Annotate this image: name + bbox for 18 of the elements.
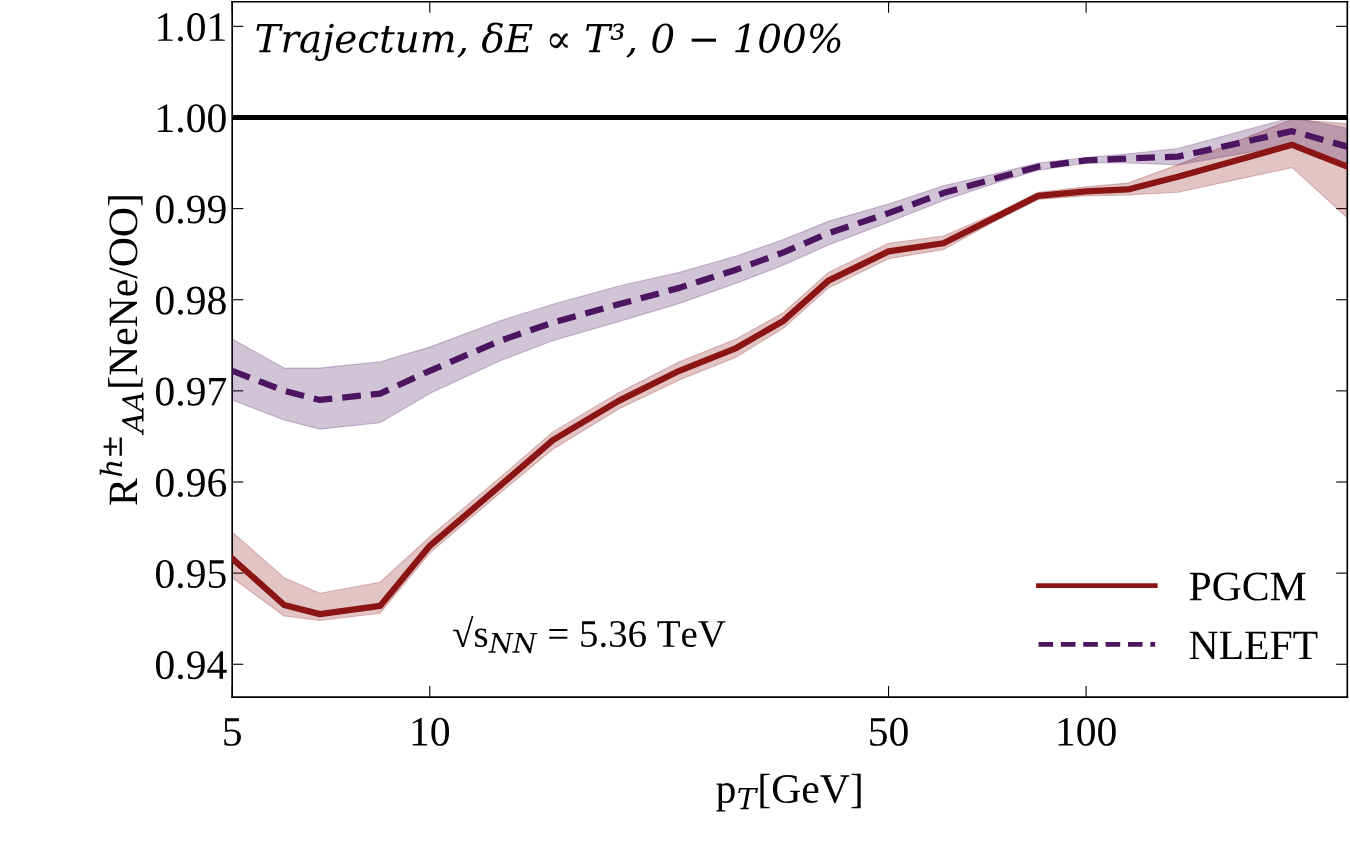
x-tick-label: 5 [224, 718, 241, 746]
y-tick-label: 0.97 [156, 377, 227, 406]
x-tick-label: 100 [1058, 717, 1116, 746]
y-tick-label: 0.95 [156, 559, 226, 589]
legend-label: NLEFT [1189, 631, 1318, 660]
y-tick-label: 1.00 [158, 104, 226, 133]
y-tick-label: 0.99 [156, 195, 226, 224]
x-axis-title: p$_{T}$[GeV] [716, 773, 861, 812]
legend-label: PGCM [1189, 572, 1306, 601]
y-axis-title: R$^{h±}$$_{AA}$[NeNe/OO] [99, 196, 144, 505]
text: Trajectum, δE ∝ T³, 0 − 100% [256, 22, 841, 61]
y-tick-label: 0.94 [156, 651, 227, 680]
y-tick-label: 0.96 [156, 468, 227, 498]
x-tick-label: 10 [412, 717, 450, 746]
y-tick-label: 0.98 [156, 286, 226, 315]
annotation: √s$_{NN}$ = 5.36 TeV [453, 615, 726, 654]
y-tick-label: 1.01 [158, 13, 225, 42]
x-tick-label: 50 [870, 717, 908, 746]
